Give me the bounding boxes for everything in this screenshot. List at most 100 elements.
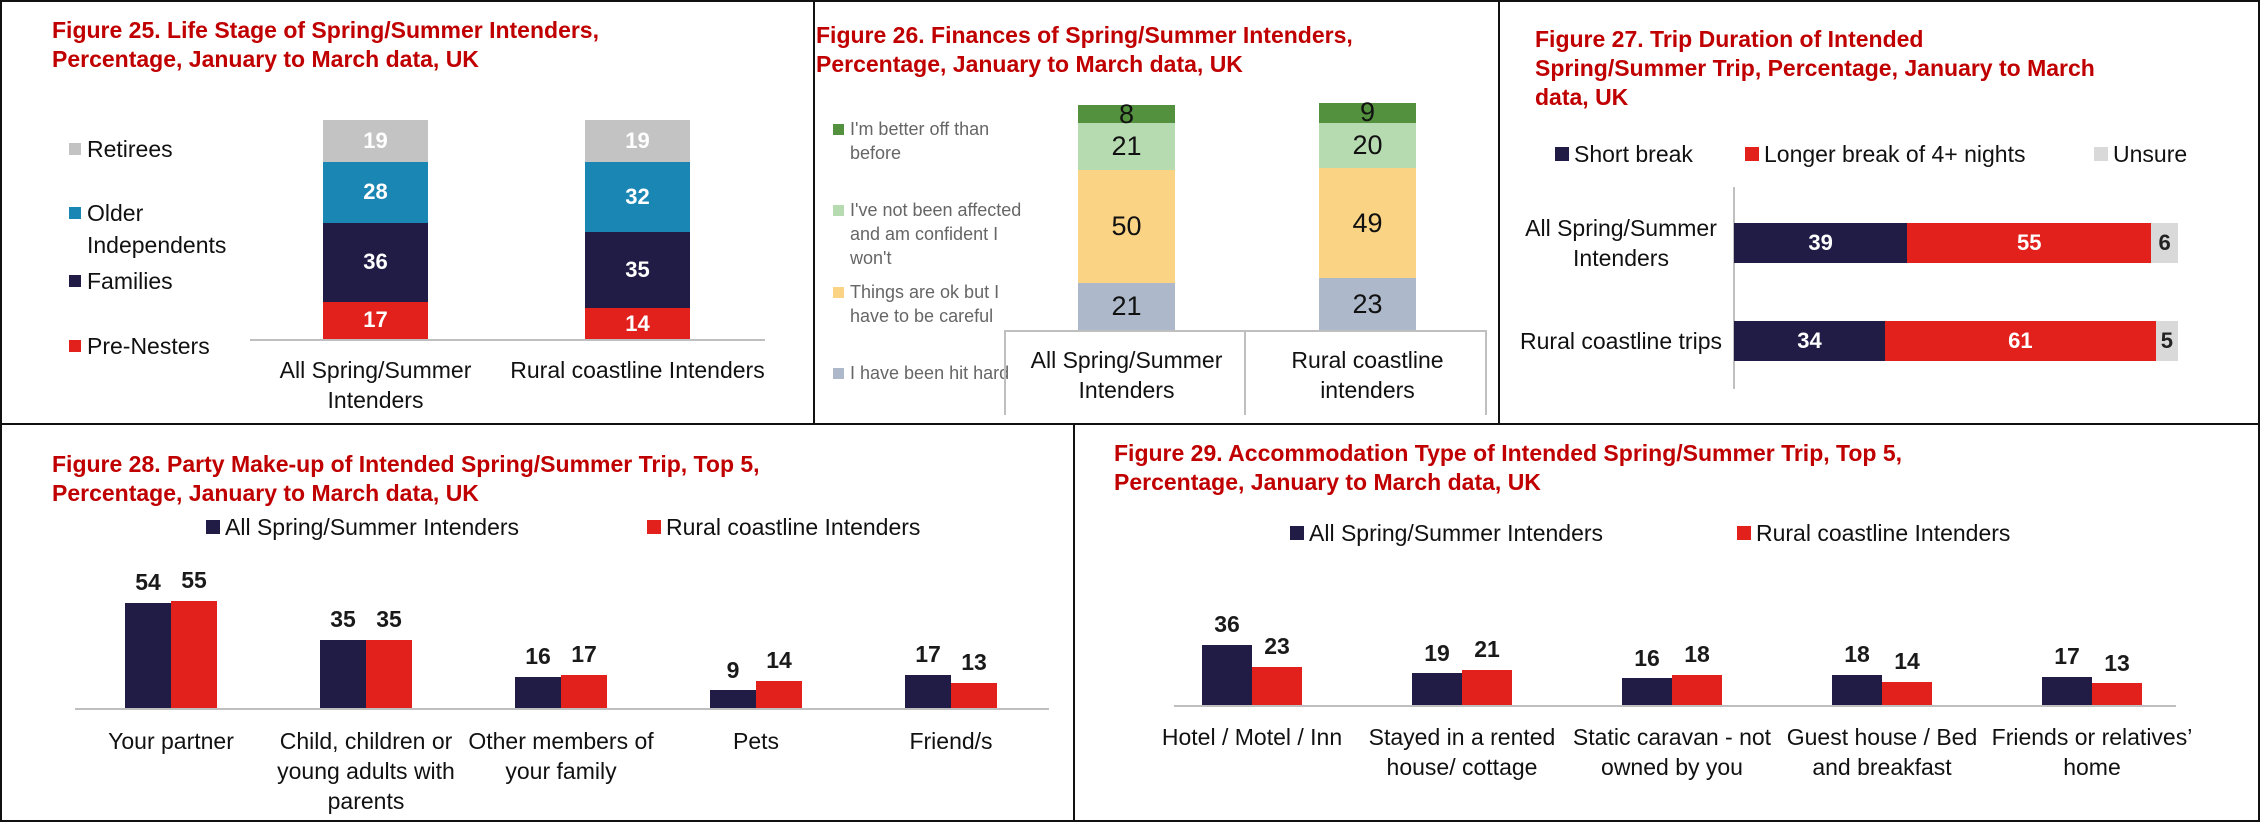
x-tick-label: All Spring/Summer Intenders (1030, 347, 1223, 403)
bar-segment (1734, 321, 1885, 361)
legend-label: I've not been affected and am confident … (850, 200, 1022, 268)
value-label: 21 (1474, 636, 1500, 663)
x-tick-label: Static caravan - not owned by you (1572, 724, 1772, 780)
legend-label: All Spring/Summer Intenders (225, 514, 520, 540)
value-label: 39 (1808, 230, 1833, 255)
legend-label: Longer break of 4+ nights (1764, 141, 2026, 167)
bar-segment (585, 120, 690, 162)
legend-swatch (206, 520, 220, 534)
bar (2092, 683, 2142, 705)
bar-segment (323, 222, 428, 302)
legend-swatch (1290, 526, 1304, 540)
bar-segment (1078, 123, 1175, 171)
bar-segment (585, 161, 690, 232)
frame (0, 423, 2260, 425)
chart-title: Figure 28. Party Make-up of Intended Spr… (52, 451, 760, 506)
axis-line (250, 339, 765, 341)
value-label: 28 (363, 179, 388, 205)
bar (2042, 676, 2092, 705)
value-label: 19 (625, 127, 650, 153)
legend-swatch (1745, 147, 1759, 161)
value-label: 35 (330, 606, 356, 633)
bar-segment (1078, 105, 1175, 123)
bar-segment (585, 231, 690, 309)
x-tick-label: Rural coastline intenders (1291, 347, 1444, 403)
bar-segment (585, 308, 690, 339)
value-label: 23 (1352, 288, 1383, 319)
bar (125, 602, 171, 708)
x-tick-label: Friends or relatives’ home (1991, 724, 2193, 780)
value-label: 14 (766, 647, 792, 674)
value-label: 13 (961, 649, 987, 676)
legend-label: Families (87, 268, 173, 294)
frame (0, 0, 2260, 2)
bar-segment (1078, 170, 1175, 283)
bar-segment (1884, 321, 2156, 361)
legend-swatch (69, 143, 81, 155)
bar (1412, 673, 1462, 705)
legend-swatch (833, 204, 844, 216)
value-label: 9 (726, 656, 740, 683)
value-label: 35 (625, 257, 650, 282)
x-tick-label: Hotel / Motel / Inn (1161, 724, 1343, 750)
x-tick-label: Stayed in a rented house/ cottage (1368, 724, 1556, 780)
legend-swatch (69, 275, 81, 287)
frame (2258, 0, 2260, 822)
value-label: 8 (1118, 98, 1135, 129)
value-label: 23 (1264, 633, 1290, 660)
bar (515, 676, 561, 708)
legend-label: Unsure (2113, 141, 2188, 167)
bar (1202, 644, 1252, 705)
x-tick-label: Other members of your family (468, 728, 654, 784)
value-label: 17 (571, 641, 597, 668)
bar (1832, 674, 1882, 705)
bar (366, 639, 412, 708)
value-label: 5 (2160, 328, 2174, 353)
x-tick-label: Pets (732, 728, 780, 754)
legend-swatch (1737, 526, 1751, 540)
value-label: 18 (1684, 641, 1710, 668)
bar (1672, 674, 1722, 705)
bar-segment (1319, 168, 1416, 279)
axis-line (75, 708, 1049, 710)
frame (1073, 424, 1075, 822)
bar (1462, 669, 1512, 705)
value-label: 21 (1111, 131, 1142, 162)
legend-label: Older Independents (87, 200, 227, 258)
value-label: 6 (2158, 230, 2171, 255)
legend-swatch (2094, 147, 2108, 161)
value-label: 35 (376, 606, 402, 633)
legend-label: I have been hit hard (850, 363, 1010, 383)
legend-label: All Spring/Summer Intenders (1309, 520, 1604, 546)
frame (813, 0, 815, 424)
axis-line (1174, 705, 2176, 707)
x-tick-label: Friend/s (909, 728, 993, 754)
bar (905, 674, 951, 708)
value-label: 16 (1634, 644, 1660, 671)
legend-swatch (647, 520, 661, 534)
value-label: 14 (1894, 648, 1920, 675)
value-label: 54 (135, 569, 161, 596)
frame (0, 820, 2260, 822)
legend-swatch (69, 207, 81, 219)
legend-label: Rural coastline Intenders (1756, 520, 2011, 546)
value-label: 14 (625, 310, 650, 336)
x-tick-label: Rural coastline trips (1520, 328, 1722, 354)
legend-label: I'm better off than before (850, 119, 990, 163)
bar (951, 682, 997, 708)
x-tick-label: Your partner (108, 728, 234, 754)
bar-segment (323, 301, 428, 339)
bar-segment (1907, 223, 2152, 263)
x-tick-label: All Spring/Summer Intenders (1525, 215, 1717, 271)
legend-swatch (833, 367, 844, 379)
value-label: 55 (181, 567, 207, 594)
axis-line (1485, 330, 1487, 415)
value-label: 9 (1359, 97, 1376, 128)
value-label: 34 (1797, 328, 1822, 353)
value-label: 20 (1352, 130, 1383, 160)
value-label: 18 (1844, 641, 1870, 668)
value-label: 13 (2104, 649, 2130, 676)
chart-title: Figure 27. Trip Duration of Intended Spr… (1535, 26, 2095, 110)
bar-segment (1078, 282, 1175, 330)
